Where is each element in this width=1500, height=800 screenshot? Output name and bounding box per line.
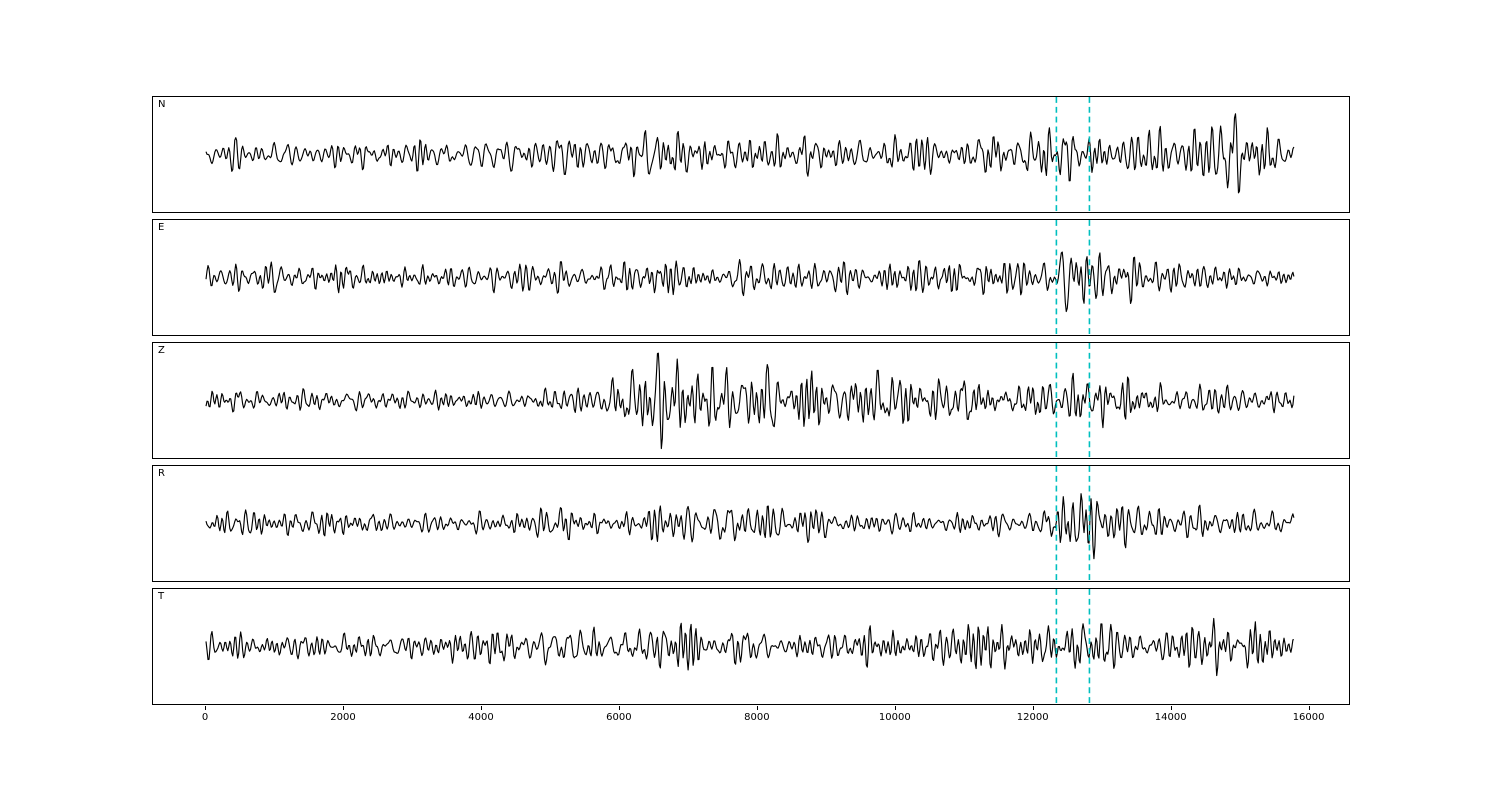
channel-label: T — [158, 591, 165, 602]
channel-label: E — [158, 222, 165, 233]
x-tick-mark — [481, 706, 482, 710]
waveform-canvas — [205, 466, 1295, 581]
waveform-trace — [205, 352, 1295, 450]
waveform-panel-t: T — [152, 588, 1350, 705]
waveform-trace — [205, 617, 1295, 677]
x-tick-label: 14000 — [1154, 712, 1187, 723]
x-tick-mark — [205, 706, 207, 710]
x-tick-label: 4000 — [468, 712, 494, 723]
channel-label: N — [158, 99, 166, 110]
x-tick-label: 8000 — [744, 712, 770, 723]
x-tick-label: 2000 — [330, 712, 356, 723]
waveform-canvas — [205, 220, 1295, 335]
x-tick-label: 10000 — [878, 712, 911, 723]
waveform-panel-r: R — [152, 465, 1350, 582]
channel-label: Z — [158, 345, 165, 356]
waveform-panel-e: E — [152, 219, 1350, 336]
channel-label: R — [158, 468, 165, 479]
waveform-canvas — [205, 589, 1295, 704]
x-tick-mark — [343, 706, 344, 710]
x-tick-mark — [894, 706, 896, 710]
x-tick-label: 16000 — [1292, 712, 1325, 723]
x-tick-mark — [1308, 706, 1310, 710]
x-tick-mark — [756, 706, 758, 710]
waveform-trace — [205, 251, 1295, 313]
waveform-trace — [205, 113, 1295, 194]
x-tick-mark — [1032, 706, 1034, 710]
x-tick-mark — [618, 706, 620, 710]
x-tick-label: 12000 — [1016, 712, 1049, 723]
waveform-trace — [205, 493, 1295, 560]
waveform-canvas — [205, 97, 1295, 212]
waveform-panel-n: N — [152, 96, 1350, 213]
x-tick-label: 6000 — [606, 712, 632, 723]
x-tick-mark — [1170, 706, 1172, 710]
waveform-panel-z: Z — [152, 342, 1350, 459]
x-tick-label: 0 — [201, 712, 209, 723]
waveform-canvas — [205, 343, 1295, 458]
